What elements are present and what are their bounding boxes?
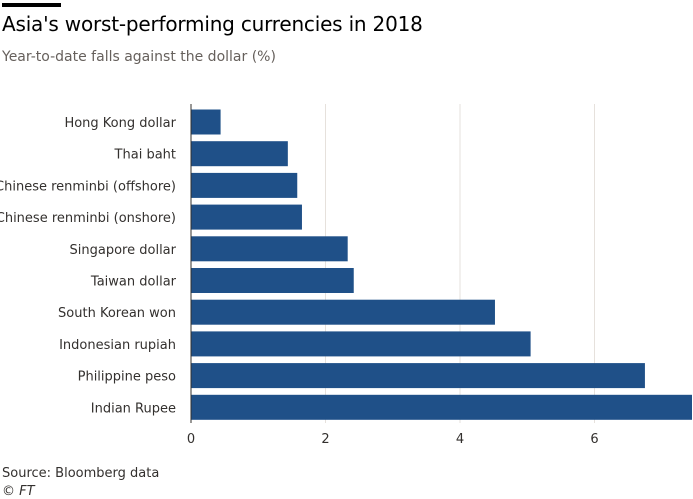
bar-chinese-renminbi-onshore [191,204,302,230]
bar-chinese-renminbi-offshore [191,172,298,198]
x-tick-label: 0 [187,432,195,447]
source-note: Source: Bloomberg data [2,466,160,481]
category-label: Chinese renminbi (onshore) [0,211,176,226]
category-label: Indian Rupee [91,401,176,416]
bar-philippine-peso [191,363,645,389]
category-labels: Hong Kong dollar Thai baht Chinese renminb… [0,116,177,416]
chart-title: Asia's worst-performing currencies in 20… [2,12,423,36]
x-tick-label: 2 [321,432,329,447]
top-rule [2,3,61,7]
chart-subtitle: Year-to-date falls against the dollar (%… [2,49,276,65]
bar-indian-rupee [191,394,692,420]
x-axis: 0 2 4 6 [187,104,599,447]
bar-indonesian-rupiah [191,331,531,357]
bar-hong-kong-dollar [191,109,221,135]
bars [191,109,692,420]
category-label: Hong Kong dollar [64,116,176,131]
bar-south-korean-won [191,299,495,325]
bar-thai-baht [191,141,288,167]
x-tick-label: 6 [590,432,598,447]
bar-taiwan-dollar [191,268,354,293]
bar-singapore-dollar [191,236,348,262]
category-label: Singapore dollar [70,243,177,258]
copyright-note: © FT [2,484,35,499]
category-label: Chinese renminbi (offshore) [0,179,176,194]
x-tick-label: 4 [456,432,464,447]
category-label: Indonesian rupiah [59,338,176,353]
category-label: Thai baht [114,148,176,163]
category-label: Philippine peso [78,370,176,385]
category-label: South Korean won [58,306,176,321]
category-label: Taiwan dollar [90,275,177,290]
